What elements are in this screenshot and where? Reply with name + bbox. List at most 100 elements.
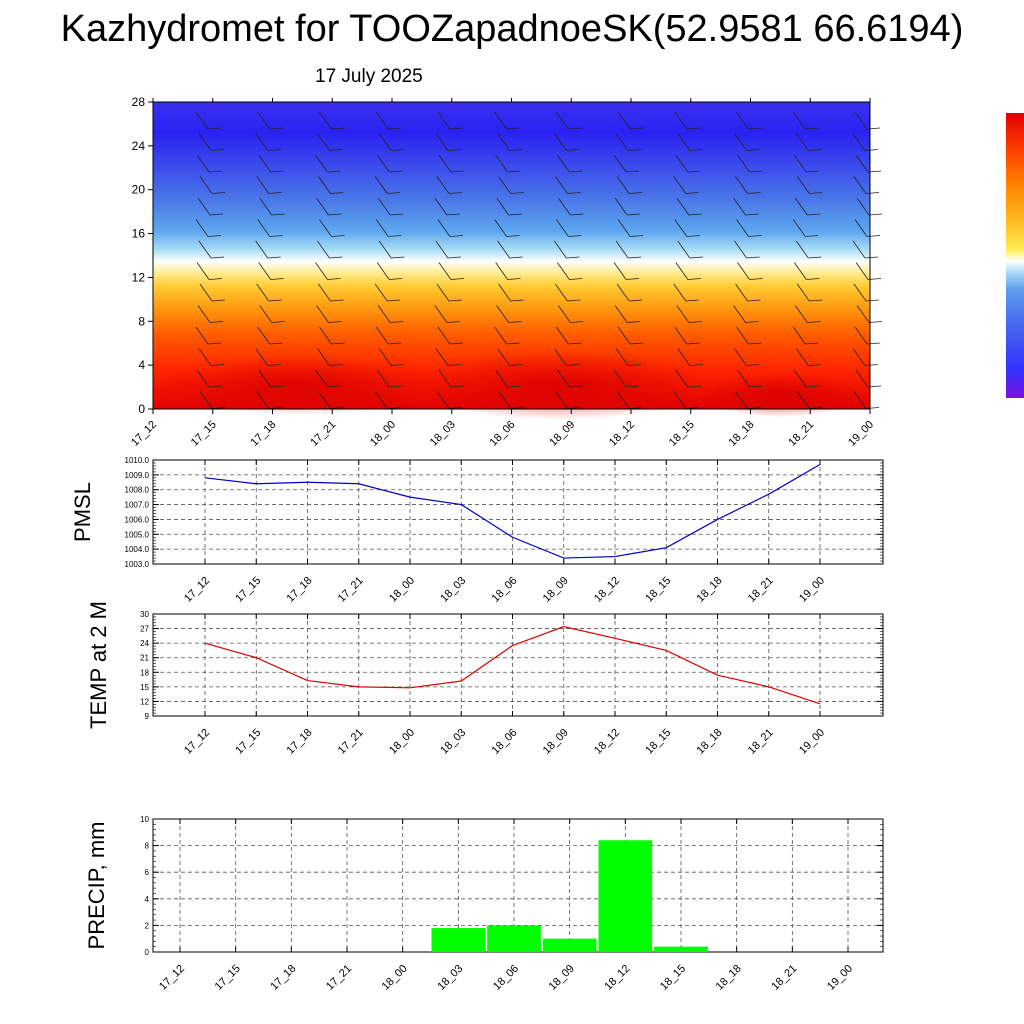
wind-barb-flag <box>626 170 640 173</box>
wind-barb <box>497 133 510 151</box>
wind-barb-flag <box>567 407 581 409</box>
wind-barb-flag <box>865 192 880 194</box>
wind-barb <box>195 219 209 237</box>
wind-barb-flag <box>568 342 582 345</box>
wind-barb-flag <box>808 256 822 259</box>
wind-barb <box>792 219 806 237</box>
wind-barb-flag <box>267 256 281 259</box>
wind-barb-flag <box>330 192 344 194</box>
wind-barb-flag <box>509 149 523 151</box>
wind-barb <box>374 176 388 194</box>
series-line <box>204 463 821 559</box>
y-tick-label: 2 <box>145 921 150 930</box>
wind-barb-flag <box>687 385 701 388</box>
wind-barb-flag <box>629 407 643 409</box>
wind-barb-flag <box>510 299 524 302</box>
wind-barb-flag <box>327 170 341 173</box>
wind-barb-flag <box>806 278 820 280</box>
wind-barb-flag <box>749 385 763 388</box>
wind-barb <box>199 176 213 194</box>
wind-barb <box>496 197 509 216</box>
wind-barb-flag <box>209 213 224 216</box>
wind-barb-flag <box>450 278 464 280</box>
wind-barb-flag <box>388 342 402 345</box>
wind-barb <box>435 240 449 259</box>
precip-bar <box>654 946 708 952</box>
wind-barb-flag <box>211 407 226 409</box>
wind-barb-flag <box>388 127 402 130</box>
wind-barb <box>498 176 511 194</box>
wind-barb <box>377 305 391 323</box>
wind-barb-flag <box>569 278 583 280</box>
wind-barb-flag <box>685 192 699 194</box>
x-tick-label: 18_06 <box>488 419 518 449</box>
wind-barb-flag <box>387 407 401 409</box>
wind-barb-flag <box>808 364 822 366</box>
wind-barb-flag <box>270 385 284 388</box>
wind-barb <box>199 283 213 302</box>
wind-barb <box>796 283 810 302</box>
wind-barb <box>793 262 807 280</box>
wind-barb <box>495 262 508 280</box>
wind-barb <box>855 262 869 280</box>
wind-barb <box>854 219 868 237</box>
wind-barb-flag <box>267 364 281 366</box>
wind-barb <box>437 219 451 237</box>
wind-barb-flag <box>809 192 823 194</box>
wind-barb-flag <box>570 213 584 216</box>
wind-barb <box>195 111 209 130</box>
wind-barb-flag <box>388 235 402 237</box>
wind-barb-flag <box>868 321 883 323</box>
wind-barb-flag <box>391 364 405 366</box>
wind-barb <box>792 326 806 345</box>
plot-frame <box>152 613 884 717</box>
wind-barb-flag <box>329 256 343 259</box>
wind-barb <box>793 369 807 388</box>
y-tick-label: 28 <box>132 95 146 109</box>
y-tick-label: 10 <box>140 815 149 824</box>
wind-barb-flag <box>686 342 700 345</box>
plot-frame <box>152 459 884 565</box>
wind-barb <box>793 154 807 173</box>
wind-barb-flag <box>331 342 345 345</box>
wind-barb-flag <box>269 235 283 237</box>
y-tick-label: 1010.0 <box>125 456 150 465</box>
x-tick-label: 18_06 <box>490 727 520 757</box>
wind-barb <box>494 111 507 130</box>
wind-barb-flag <box>506 127 520 130</box>
x-tick-label: 17_15 <box>213 963 243 993</box>
wind-barb <box>437 111 451 130</box>
wind-barb-flag <box>389 385 403 388</box>
wind-barb-flag <box>688 321 702 323</box>
wind-barb <box>257 326 271 345</box>
wind-barb-flag <box>864 256 879 259</box>
pmsl-panel: 1003.0 1004.0 1005.0 1006.0 1007.0 1008.0 1009… <box>70 456 884 605</box>
wind-barb <box>737 262 750 280</box>
wind-barb <box>438 262 452 280</box>
wind-barb <box>615 133 629 151</box>
wind-barb <box>795 348 809 366</box>
x-tick-label: 18_21 <box>746 575 776 605</box>
wind-barb <box>617 219 631 237</box>
x-tick-label: 18_03 <box>438 575 468 605</box>
wind-barb-flag <box>327 385 341 388</box>
wind-barb <box>494 326 507 345</box>
wind-barb-flag <box>569 385 583 388</box>
wind-barb <box>736 219 749 237</box>
x-tick-label: 18_18 <box>695 575 725 605</box>
wind-barb <box>856 305 870 323</box>
wind-barb <box>198 348 212 366</box>
wind-barb-flag <box>566 149 580 151</box>
wind-barb <box>856 197 870 216</box>
y-axis-label: PRECIP, mm <box>84 822 109 950</box>
x-tick-label: 18_09 <box>547 419 577 449</box>
wind-barb <box>794 305 808 323</box>
wind-barb-flag <box>628 364 642 366</box>
x-tick-label: 17_21 <box>336 727 366 757</box>
wind-barb-flag <box>509 364 523 366</box>
wind-barb-flag <box>629 192 643 194</box>
x-tick-label: 17_12 <box>182 727 212 757</box>
wind-barb-flag <box>746 149 760 151</box>
x-tick-label: 17_21 <box>336 575 366 605</box>
